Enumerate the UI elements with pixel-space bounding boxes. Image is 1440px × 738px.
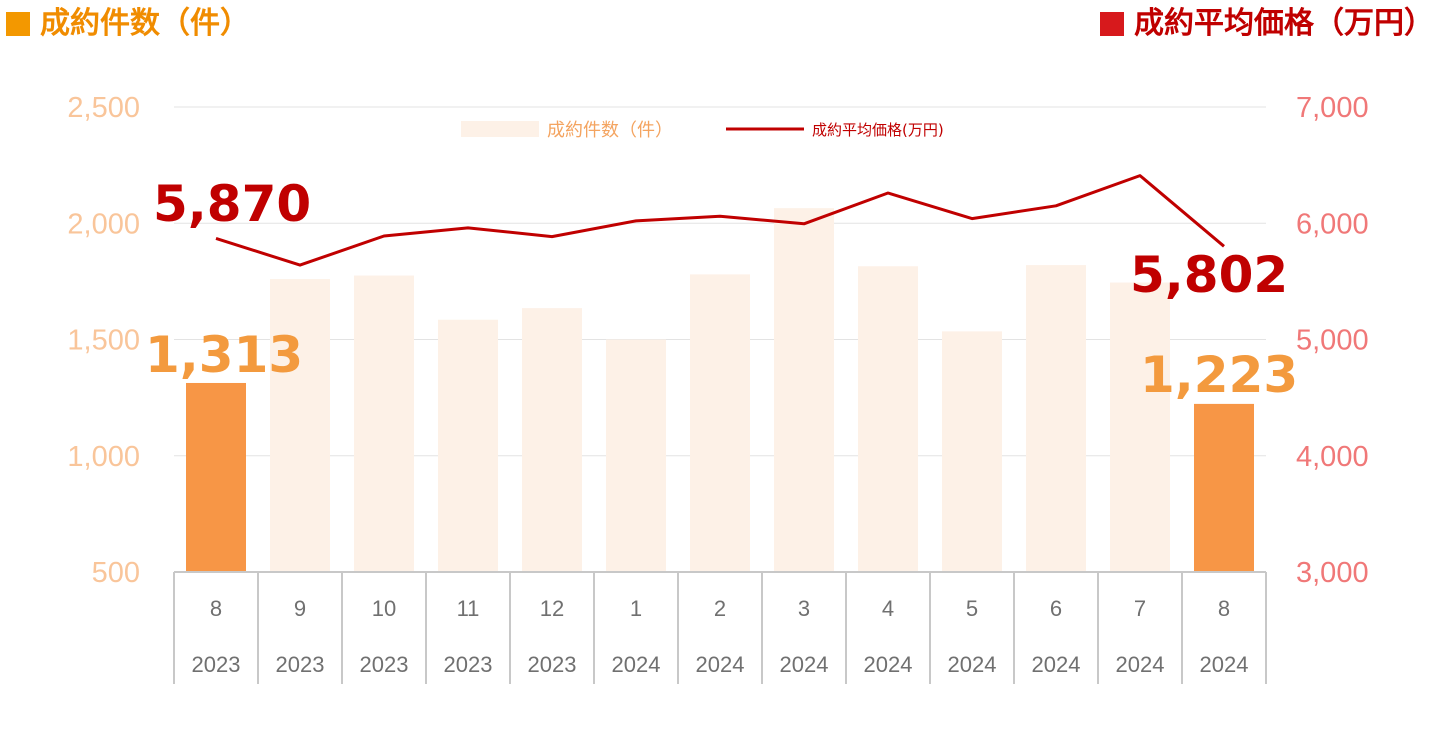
year-label: 2024 bbox=[696, 652, 745, 677]
year-label: 2024 bbox=[1032, 652, 1081, 677]
bar bbox=[690, 274, 750, 572]
month-label: 3 bbox=[798, 596, 810, 621]
bar bbox=[186, 382, 246, 572]
month-label: 6 bbox=[1050, 596, 1062, 621]
year-label: 2023 bbox=[276, 652, 325, 677]
year-label: 2024 bbox=[864, 652, 913, 677]
bar bbox=[606, 339, 666, 572]
bar bbox=[522, 308, 582, 572]
month-label: 8 bbox=[1218, 596, 1230, 621]
legend-bar-label: 成約件数（件） bbox=[547, 120, 673, 141]
bar bbox=[438, 319, 498, 572]
first-price-callout: 5,870 bbox=[153, 175, 311, 233]
price-line bbox=[215, 174, 1225, 267]
month-label: 1 bbox=[630, 596, 642, 621]
right-axis-tick-label: 6,000 bbox=[1296, 208, 1369, 240]
right-axis-tick-label: 7,000 bbox=[1296, 92, 1369, 124]
year-label: 2024 bbox=[780, 652, 829, 677]
bar-series bbox=[186, 208, 1254, 572]
year-label: 2023 bbox=[360, 652, 409, 677]
bar bbox=[858, 266, 918, 572]
month-label: 5 bbox=[966, 596, 978, 621]
bar bbox=[1194, 403, 1254, 572]
month-label: 4 bbox=[882, 596, 894, 621]
bar bbox=[1110, 282, 1170, 572]
axes: 2,500 2,000 1,500 1,000 500 7,000 6,000 5,000 4,… bbox=[67, 92, 1369, 684]
year-label: 2024 bbox=[1200, 652, 1249, 677]
bar bbox=[1026, 265, 1086, 572]
month-label: 8 bbox=[210, 596, 222, 621]
bar bbox=[942, 331, 1002, 572]
legend-bar-swatch bbox=[461, 121, 539, 137]
bar bbox=[270, 279, 330, 572]
month-label: 10 bbox=[372, 596, 396, 621]
line-series bbox=[215, 174, 1225, 267]
year-label: 2024 bbox=[612, 652, 661, 677]
right-axis-tick-label: 5,000 bbox=[1296, 325, 1369, 357]
orange-square-icon bbox=[6, 12, 30, 36]
red-square-icon bbox=[1100, 12, 1124, 36]
legend: 成約件数（件） 成約平均価格(万円) bbox=[461, 120, 944, 141]
month-label: 2 bbox=[714, 596, 726, 621]
right-axis-title-text: 成約平均価格（万円） bbox=[1134, 6, 1434, 41]
right-axis-title: 成約平均価格（万円） bbox=[1100, 4, 1434, 44]
left-axis-tick-label: 2,000 bbox=[67, 208, 140, 240]
month-label: 12 bbox=[540, 596, 564, 621]
left-axis-tick-label: 1,000 bbox=[67, 441, 140, 473]
year-label: 2024 bbox=[948, 652, 997, 677]
year-label: 2024 bbox=[1116, 652, 1165, 677]
first-count-callout: 1,313 bbox=[145, 326, 303, 384]
right-axis-tick-label: 3,000 bbox=[1296, 557, 1369, 589]
right-axis-tick-label: 4,000 bbox=[1296, 441, 1369, 473]
left-axis-tick-label: 1,500 bbox=[67, 325, 140, 357]
year-label: 2023 bbox=[444, 652, 493, 677]
last-price-callout: 5,802 bbox=[1130, 246, 1288, 304]
left-axis-tick-label: 500 bbox=[92, 557, 140, 589]
month-label: 11 bbox=[457, 596, 480, 621]
left-axis-title-text: 成約件数（件） bbox=[40, 6, 250, 41]
year-label: 2023 bbox=[192, 652, 241, 677]
legend-line-label: 成約平均価格(万円) bbox=[812, 121, 944, 139]
month-label: 9 bbox=[294, 596, 306, 621]
left-axis-tick-label: 2,500 bbox=[67, 92, 140, 124]
bar bbox=[774, 208, 834, 572]
month-label: 7 bbox=[1134, 596, 1146, 621]
last-count-callout: 1,223 bbox=[1140, 346, 1298, 404]
bar bbox=[354, 275, 414, 572]
left-axis-title: 成約件数（件） bbox=[6, 4, 250, 44]
year-label: 2023 bbox=[528, 652, 577, 677]
